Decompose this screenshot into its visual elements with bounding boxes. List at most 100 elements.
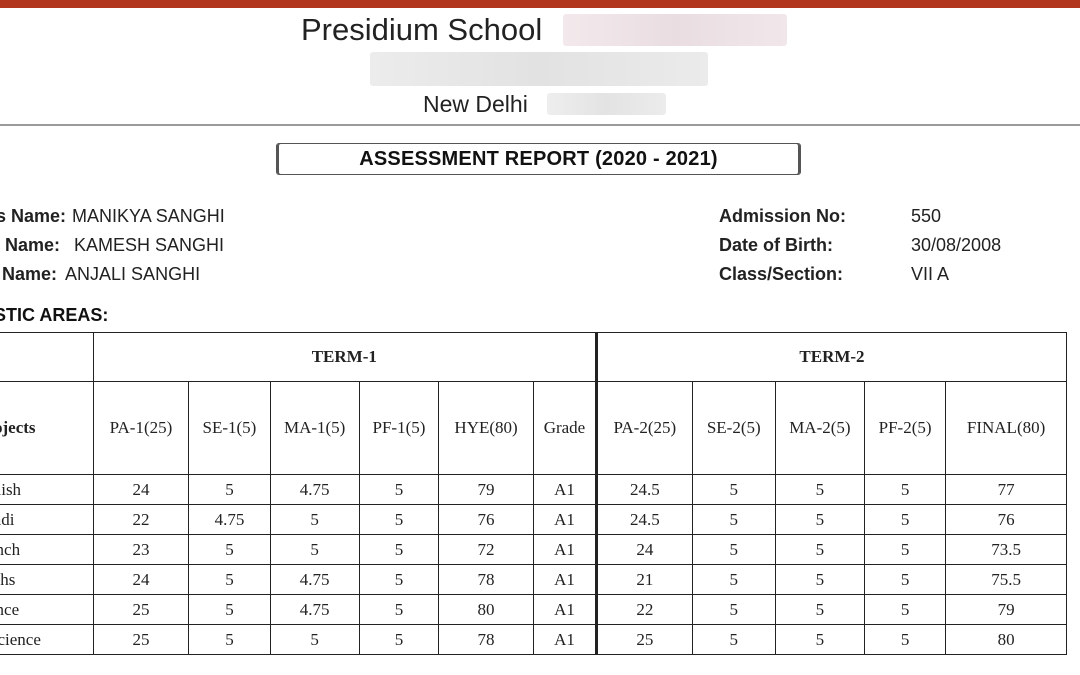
score-cell: 5: [691, 564, 776, 595]
student-name-row: s Name: MANIKYA SANGHI: [0, 206, 225, 227]
score-cell: 5: [358, 594, 440, 625]
score-cell: 5: [863, 504, 947, 535]
student-name-label: s Name:: [0, 206, 67, 226]
score-cell: 5: [774, 474, 866, 505]
score-cell: 22: [92, 504, 190, 535]
score-cell: 73.5: [945, 534, 1067, 565]
table-row: ence 25 5 4.75 5 80 A1 22 5 5 5 79: [0, 594, 1067, 625]
grade-cell: A1: [532, 564, 597, 595]
score-cell: 5: [269, 534, 360, 565]
score-cell: 5: [863, 474, 947, 505]
score-cell: 5: [691, 534, 776, 565]
score-cell: 5: [691, 504, 776, 535]
col-pa2-header: PA-2(25): [594, 381, 693, 475]
col-pf2-header: PF-2(5): [863, 381, 947, 475]
score-cell: 5: [188, 624, 271, 655]
score-cell: 79: [438, 474, 534, 505]
subject-cell: indi: [0, 504, 94, 535]
mother-name-label: Name:: [2, 264, 58, 284]
col-ma2-header: MA-2(5): [774, 381, 866, 475]
grade-cell: A1: [532, 504, 597, 535]
redacted-pincode-block: [547, 93, 666, 115]
grade-cell: A1: [532, 534, 597, 565]
col-final-header: FINAL(80): [945, 381, 1067, 475]
subject-cell: ence: [0, 594, 94, 625]
subject-cell: ench: [0, 534, 94, 565]
score-cell: 78: [438, 624, 534, 655]
score-cell: 72: [438, 534, 534, 565]
grade-cell: A1: [532, 624, 597, 655]
redacted-address-block: [370, 52, 708, 86]
table-row: glish 24 5 4.75 5 79 A1 24.5 5 5 5 77: [0, 474, 1067, 505]
score-cell: 77: [945, 474, 1067, 505]
school-name: Presidium School: [301, 12, 543, 47]
col-grade-header: Grade: [532, 381, 597, 475]
subject-cell: glish: [0, 474, 94, 505]
score-cell: 24: [594, 534, 693, 565]
score-cell: 24: [92, 474, 190, 505]
father-name-value: KAMESH SANGHI: [74, 235, 225, 255]
score-cell: 4.75: [269, 564, 360, 595]
score-cell: 4.75: [269, 594, 360, 625]
score-cell: 5: [691, 474, 776, 505]
score-cell: 76: [438, 504, 534, 535]
table-row: indi 22 4.75 5 5 76 A1 24.5 5 5 5 76: [0, 504, 1067, 535]
term1-header: TERM-1: [92, 332, 597, 382]
score-cell: 5: [188, 534, 271, 565]
school-city: New Delhi: [423, 91, 528, 117]
score-cell: 76: [945, 504, 1067, 535]
col-se2-header: SE-2(5): [691, 381, 776, 475]
score-cell: 4.75: [188, 504, 271, 535]
score-cell: 80: [945, 624, 1067, 655]
score-cell: 5: [358, 564, 440, 595]
father-name-row: Name: KAMESH SANGHI: [5, 235, 224, 256]
score-cell: 24: [92, 564, 190, 595]
score-cell: 5: [774, 534, 866, 565]
student-name-value: MANIKYA SANGHI: [72, 206, 225, 226]
score-cell: 25: [594, 624, 693, 655]
top-accent-bar: [0, 0, 1080, 8]
mother-name-row: Name: ANJALI SANGHI: [2, 264, 200, 285]
score-cell: 24.5: [594, 474, 693, 505]
term-header-row: TERM-1 TERM-2: [0, 332, 1068, 382]
score-cell: 24.5: [594, 504, 693, 535]
admission-no-value: 550: [911, 206, 942, 226]
score-cell: 5: [188, 594, 271, 625]
score-cell: 5: [863, 534, 947, 565]
score-cell: 5: [188, 564, 271, 595]
table-row: ench 23 5 5 5 72 A1 24 5 5 5 73.5: [0, 534, 1067, 565]
col-pa1-header: PA-1(25): [92, 381, 190, 475]
class-section-label: Class/Section:: [719, 264, 844, 284]
score-cell: 5: [358, 534, 440, 565]
table-row: aths 24 5 4.75 5 78 A1 21 5 5 5 75.5: [0, 564, 1067, 595]
class-section-value: VII A: [911, 264, 950, 284]
term2-header: TERM-2: [594, 332, 1068, 382]
score-cell: 5: [863, 594, 947, 625]
score-cell: 22: [594, 594, 693, 625]
section-heading: STIC AREAS:: [0, 305, 109, 325]
col-hye-header: HYE(80): [438, 381, 534, 475]
score-cell: 25: [92, 594, 190, 625]
score-cell: 5: [691, 594, 776, 625]
score-cell: 4.75: [269, 474, 360, 505]
score-cell: 78: [438, 564, 534, 595]
score-cell: 21: [594, 564, 693, 595]
score-cell: 80: [438, 594, 534, 625]
score-cell: 23: [92, 534, 190, 565]
header-divider: [0, 124, 1080, 126]
score-cell: 5: [691, 624, 776, 655]
dob-value: 30/08/2008: [911, 235, 1002, 255]
subject-cell: aths: [0, 564, 94, 595]
score-cell: 75.5: [945, 564, 1067, 595]
score-cell: 5: [774, 564, 866, 595]
score-cell: 5: [269, 504, 360, 535]
redacted-text-block: [563, 14, 787, 46]
column-header-row: ojects PA-1(25) SE-1(5) MA-1(5) PF-1(5) …: [0, 381, 1067, 475]
score-cell: 5: [774, 624, 866, 655]
col-ma1-header: MA-1(5): [269, 381, 360, 475]
score-cell: 5: [863, 564, 947, 595]
admission-no-label: Admission No:: [719, 206, 847, 226]
score-cell: 79: [945, 594, 1067, 625]
score-cell: 5: [774, 594, 866, 625]
father-name-label: Name:: [5, 235, 61, 255]
